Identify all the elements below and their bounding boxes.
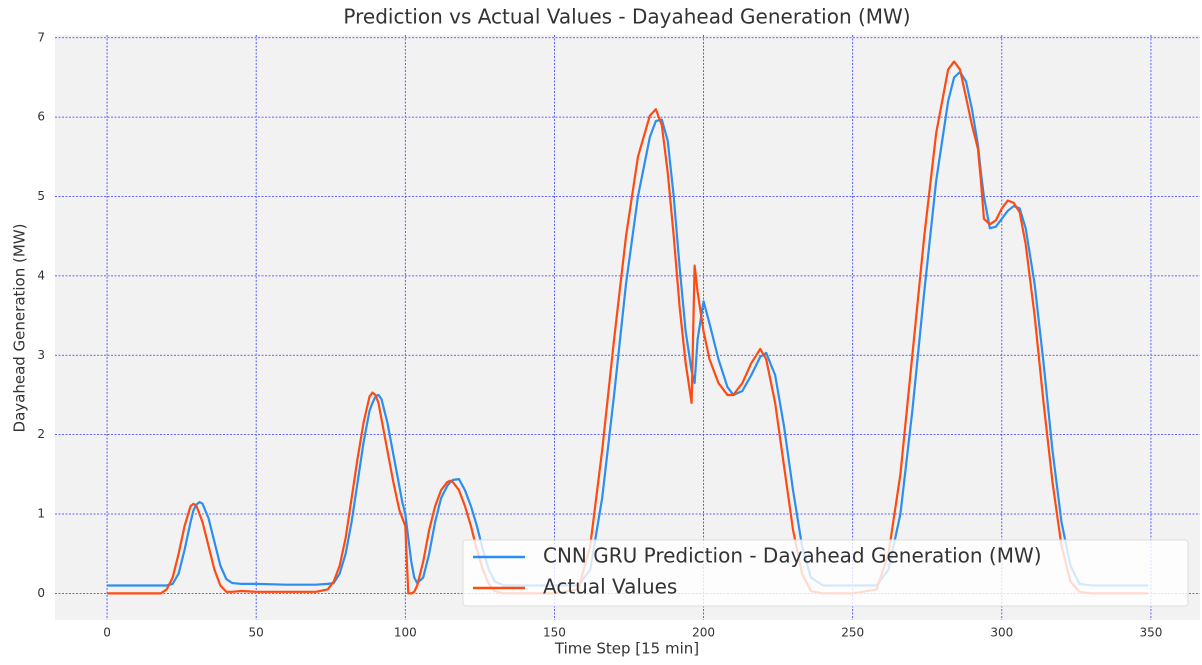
legend-label: Actual Values [543,575,677,599]
y-tick-label: 5 [37,189,45,203]
y-tick-label: 1 [37,507,45,521]
y-tick-label: 4 [37,268,45,282]
x-tick-label: 100 [394,626,417,640]
legend-label: CNN GRU Prediction - Dayahead Generation… [543,544,1042,568]
chart-title: Prediction vs Actual Values - Dayahead G… [343,5,910,29]
y-tick-label: 7 [37,30,45,44]
plot-area [55,35,1200,620]
legend-box [462,539,1189,607]
y-tick-label: 3 [37,348,45,362]
x-tick-label: 200 [692,626,715,640]
y-tick-label: 0 [37,586,45,600]
x-tick-label: 300 [990,626,1013,640]
y-tick-label: 6 [37,110,45,124]
x-tick-label: 350 [1139,626,1162,640]
x-tick-label: 150 [543,626,566,640]
x-tick-label: 0 [103,626,111,640]
x-tick-label: 250 [841,626,864,640]
x-axis-label: Time Step [15 min] [554,640,699,658]
y-tick-label: 2 [37,427,45,441]
y-axis-label: Dayahead Generation (MW) [11,224,29,433]
x-tick-label: 50 [249,626,264,640]
